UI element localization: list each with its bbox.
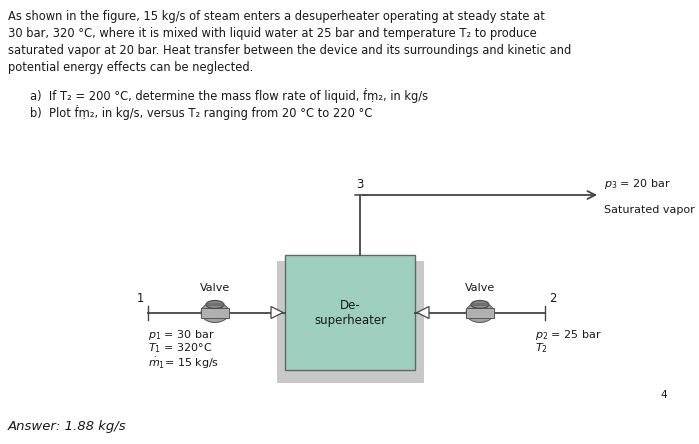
Ellipse shape: [201, 302, 229, 322]
Text: potential energy effects can be neglected.: potential energy effects can be neglecte…: [8, 61, 253, 74]
Text: b)  Plot ḟṃ₂, in kg/s, versus T₂ ranging from 20 °C to 220 °C: b) Plot ḟṃ₂, in kg/s, versus T₂ ranging …: [30, 105, 373, 120]
Bar: [277, 261, 423, 382]
Text: Answer: 1.88 kg/s: Answer: 1.88 kg/s: [8, 420, 127, 433]
Text: 3: 3: [356, 178, 363, 191]
Text: a)  If T₂ = 200 °C, determine the mass flow rate of liquid, ḟṃ₂, in kg/s: a) If T₂ = 200 °C, determine the mass fl…: [30, 88, 428, 103]
Bar: [466, 308, 494, 317]
Text: $p_1$ = 30 bar: $p_1$ = 30 bar: [148, 328, 215, 341]
Text: As shown in the figure, 15 kg/s of steam enters a desuperheater operating at ste: As shown in the figure, 15 kg/s of steam…: [8, 10, 545, 23]
Polygon shape: [271, 306, 283, 318]
Text: De-
superheater: De- superheater: [314, 298, 386, 326]
Text: $T_2$: $T_2$: [535, 341, 548, 355]
Text: 4: 4: [660, 390, 667, 400]
Text: Valve: Valve: [200, 282, 230, 293]
Ellipse shape: [471, 301, 489, 309]
Text: $\dot{m}_1$= 15 kg/s: $\dot{m}_1$= 15 kg/s: [148, 356, 219, 371]
Text: 30 bar, 320 °C, where it is mixed with liquid water at 25 bar and temperature T₂: 30 bar, 320 °C, where it is mixed with l…: [8, 27, 537, 40]
Bar: [201, 308, 229, 317]
Text: $T_1$ = 320°C: $T_1$ = 320°C: [148, 341, 212, 355]
Ellipse shape: [206, 301, 224, 309]
Polygon shape: [417, 306, 429, 318]
Bar: [285, 255, 415, 370]
Text: Saturated vapor: Saturated vapor: [604, 205, 695, 215]
Text: saturated vapor at 20 bar. Heat transfer between the device and its surroundings: saturated vapor at 20 bar. Heat transfer…: [8, 44, 571, 57]
Text: Valve: Valve: [465, 282, 495, 293]
Ellipse shape: [466, 302, 494, 322]
Text: 2: 2: [549, 292, 556, 305]
Text: $p_2$ = 25 bar: $p_2$ = 25 bar: [535, 328, 602, 341]
Text: 1: 1: [137, 292, 144, 305]
Text: $p_3$ = 20 bar: $p_3$ = 20 bar: [604, 177, 671, 191]
